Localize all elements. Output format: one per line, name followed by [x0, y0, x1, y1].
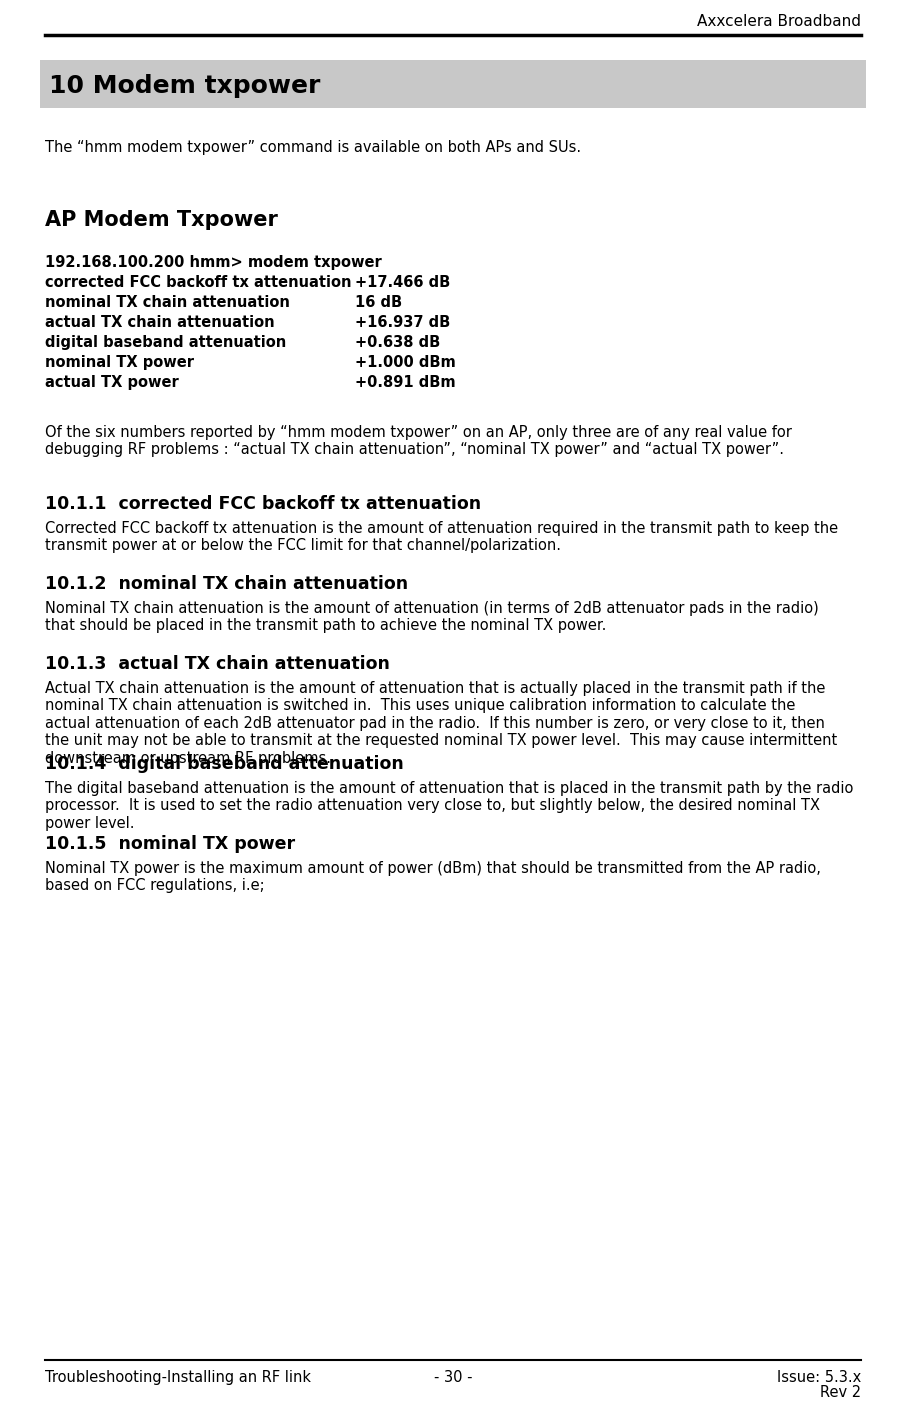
Text: +0.638 dB: +0.638 dB	[355, 336, 440, 350]
Text: 192.168.100.200 hmm> modem txpower: 192.168.100.200 hmm> modem txpower	[45, 256, 381, 270]
Text: Issue: 5.3.x: Issue: 5.3.x	[776, 1370, 861, 1384]
Text: 10.1.4  digital baseband attenuation: 10.1.4 digital baseband attenuation	[45, 755, 404, 774]
Text: actual TX power: actual TX power	[45, 375, 178, 390]
Text: actual TX chain attenuation: actual TX chain attenuation	[45, 314, 275, 330]
Text: Troubleshooting-Installing an RF link: Troubleshooting-Installing an RF link	[45, 1370, 311, 1384]
Text: nominal TX chain attenuation: nominal TX chain attenuation	[45, 295, 290, 310]
Text: nominal TX power: nominal TX power	[45, 355, 194, 371]
Text: digital baseband attenuation: digital baseband attenuation	[45, 336, 286, 350]
Text: Actual TX chain attenuation is the amount of attenuation that is actually placed: Actual TX chain attenuation is the amoun…	[45, 681, 837, 765]
Text: 10.1.5  nominal TX power: 10.1.5 nominal TX power	[45, 835, 295, 854]
Text: 10.1.3  actual TX chain attenuation: 10.1.3 actual TX chain attenuation	[45, 656, 390, 673]
Text: Nominal TX power is the maximum amount of power (dBm) that should be transmitted: Nominal TX power is the maximum amount o…	[45, 861, 821, 893]
Text: Rev 2: Rev 2	[820, 1384, 861, 1400]
Text: - 30 -: - 30 -	[434, 1370, 472, 1384]
Text: +1.000 dBm: +1.000 dBm	[355, 355, 456, 371]
Bar	[40, 60, 866, 108]
Text: 16 dB: 16 dB	[355, 295, 402, 310]
Text: AP Modem Txpower: AP Modem Txpower	[45, 211, 278, 230]
Text: Corrected FCC backoff tx attenuation is the amount of attenuation required in th: Corrected FCC backoff tx attenuation is …	[45, 521, 838, 553]
Text: 10.1.2  nominal TX chain attenuation: 10.1.2 nominal TX chain attenuation	[45, 576, 408, 592]
Text: corrected FCC backoff tx attenuation: corrected FCC backoff tx attenuation	[45, 275, 352, 291]
Text: Axxcelera Broadband: Axxcelera Broadband	[697, 14, 861, 29]
Text: +17.466 dB: +17.466 dB	[355, 275, 450, 291]
Text: 10 Modem txpower: 10 Modem txpower	[49, 74, 321, 98]
Text: Of the six numbers reported by “hmm modem txpower” on an AP, only three are of a: Of the six numbers reported by “hmm mode…	[45, 425, 792, 458]
Text: The digital baseband attenuation is the amount of attenuation that is placed in : The digital baseband attenuation is the …	[45, 781, 853, 831]
Text: 10.1.1  corrected FCC backoff tx attenuation: 10.1.1 corrected FCC backoff tx attenuat…	[45, 496, 481, 512]
Text: +0.891 dBm: +0.891 dBm	[355, 375, 456, 390]
Text: Nominal TX chain attenuation is the amount of attenuation (in terms of 2dB atten: Nominal TX chain attenuation is the amou…	[45, 601, 819, 633]
Text: The “hmm modem txpower” command is available on both APs and SUs.: The “hmm modem txpower” command is avail…	[45, 140, 581, 154]
Text: +16.937 dB: +16.937 dB	[355, 314, 450, 330]
